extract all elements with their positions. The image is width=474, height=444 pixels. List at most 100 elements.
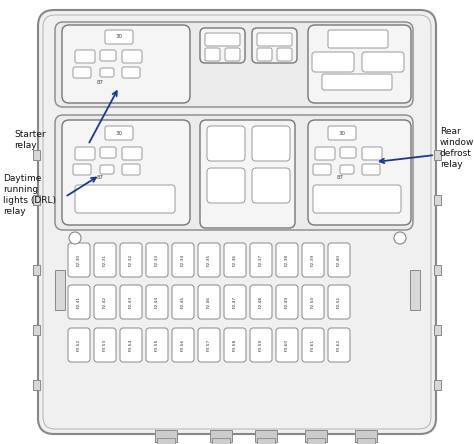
Circle shape [394, 232, 406, 244]
FancyBboxPatch shape [122, 67, 140, 78]
Text: F2.50: F2.50 [311, 296, 315, 308]
Bar [33, 380, 40, 390]
FancyBboxPatch shape [62, 120, 190, 225]
Bar [434, 195, 441, 205]
FancyBboxPatch shape [62, 25, 190, 103]
Bar [355, 430, 377, 442]
Text: F2.46: F2.46 [207, 296, 211, 308]
Text: F3.57: F3.57 [207, 339, 211, 351]
FancyBboxPatch shape [362, 147, 382, 160]
FancyBboxPatch shape [322, 74, 392, 90]
Text: F2.47: F2.47 [233, 296, 237, 308]
Bar [307, 438, 325, 444]
FancyBboxPatch shape [224, 328, 246, 362]
FancyBboxPatch shape [302, 285, 324, 319]
FancyBboxPatch shape [224, 285, 246, 319]
FancyBboxPatch shape [68, 285, 90, 319]
FancyBboxPatch shape [94, 243, 116, 277]
Text: F2.40: F2.40 [337, 254, 341, 266]
FancyBboxPatch shape [302, 328, 324, 362]
FancyBboxPatch shape [328, 285, 350, 319]
FancyBboxPatch shape [313, 185, 401, 213]
FancyBboxPatch shape [146, 243, 168, 277]
Text: F2.42: F2.42 [103, 296, 107, 308]
FancyBboxPatch shape [198, 285, 220, 319]
Text: F2.43: F2.43 [129, 296, 133, 308]
FancyBboxPatch shape [276, 285, 298, 319]
FancyBboxPatch shape [94, 285, 116, 319]
FancyBboxPatch shape [362, 164, 380, 175]
FancyBboxPatch shape [200, 120, 295, 228]
FancyBboxPatch shape [225, 48, 240, 61]
Bar [257, 438, 275, 444]
Bar [212, 438, 230, 444]
FancyBboxPatch shape [252, 28, 297, 63]
Text: Starter
relay: Starter relay [14, 130, 46, 150]
Text: F2.37: F2.37 [259, 254, 263, 266]
FancyBboxPatch shape [340, 147, 356, 158]
Bar [305, 430, 327, 442]
FancyBboxPatch shape [75, 147, 95, 160]
Bar [434, 325, 441, 335]
Text: F3.53: F3.53 [103, 339, 107, 351]
FancyBboxPatch shape [252, 126, 290, 161]
FancyBboxPatch shape [252, 168, 290, 203]
Text: Daytime
running
lights (DRL)
relay: Daytime running lights (DRL) relay [3, 174, 56, 216]
Text: F2.38: F2.38 [285, 254, 289, 266]
FancyBboxPatch shape [198, 328, 220, 362]
Text: F2.36: F2.36 [233, 254, 237, 266]
FancyBboxPatch shape [38, 10, 436, 434]
Text: F3.52: F3.52 [77, 339, 81, 351]
FancyBboxPatch shape [94, 328, 116, 362]
Bar [410, 270, 420, 310]
Circle shape [69, 232, 81, 244]
Bar [33, 265, 40, 275]
FancyBboxPatch shape [73, 164, 91, 175]
Text: F2.30: F2.30 [77, 254, 81, 266]
Bar [434, 150, 441, 160]
FancyBboxPatch shape [257, 33, 292, 46]
FancyBboxPatch shape [105, 30, 133, 44]
FancyBboxPatch shape [328, 30, 388, 48]
FancyBboxPatch shape [302, 243, 324, 277]
FancyBboxPatch shape [207, 126, 245, 161]
Text: F2.49: F2.49 [285, 296, 289, 308]
FancyBboxPatch shape [250, 285, 272, 319]
FancyBboxPatch shape [68, 328, 90, 362]
Text: 30: 30 [116, 131, 122, 135]
Text: F3.56: F3.56 [181, 339, 185, 351]
FancyBboxPatch shape [120, 243, 142, 277]
FancyBboxPatch shape [68, 243, 90, 277]
FancyBboxPatch shape [328, 328, 350, 362]
FancyBboxPatch shape [205, 33, 240, 46]
FancyBboxPatch shape [207, 168, 245, 203]
FancyBboxPatch shape [172, 285, 194, 319]
FancyBboxPatch shape [257, 48, 272, 61]
Text: F3.59: F3.59 [259, 339, 263, 351]
Text: F2.35: F2.35 [207, 254, 211, 266]
FancyBboxPatch shape [105, 126, 133, 140]
FancyBboxPatch shape [100, 68, 114, 77]
Text: F3.58: F3.58 [233, 339, 237, 351]
FancyBboxPatch shape [122, 50, 142, 63]
Text: 87: 87 [337, 174, 344, 179]
FancyBboxPatch shape [55, 22, 413, 107]
Text: 30: 30 [338, 131, 346, 135]
FancyBboxPatch shape [146, 328, 168, 362]
FancyBboxPatch shape [73, 67, 91, 78]
FancyBboxPatch shape [313, 164, 331, 175]
FancyBboxPatch shape [308, 25, 411, 103]
Text: F3.62: F3.62 [337, 339, 341, 351]
Text: F2.51: F2.51 [337, 296, 341, 308]
FancyBboxPatch shape [122, 164, 140, 175]
Text: Rear
window
defrost
relay: Rear window defrost relay [440, 127, 474, 169]
Bar [434, 380, 441, 390]
FancyBboxPatch shape [312, 52, 354, 72]
Text: F2.34: F2.34 [181, 254, 185, 266]
FancyBboxPatch shape [100, 147, 116, 158]
FancyBboxPatch shape [250, 243, 272, 277]
FancyBboxPatch shape [75, 185, 175, 213]
FancyBboxPatch shape [315, 147, 335, 160]
Text: F2.44: F2.44 [155, 296, 159, 308]
FancyBboxPatch shape [277, 48, 292, 61]
